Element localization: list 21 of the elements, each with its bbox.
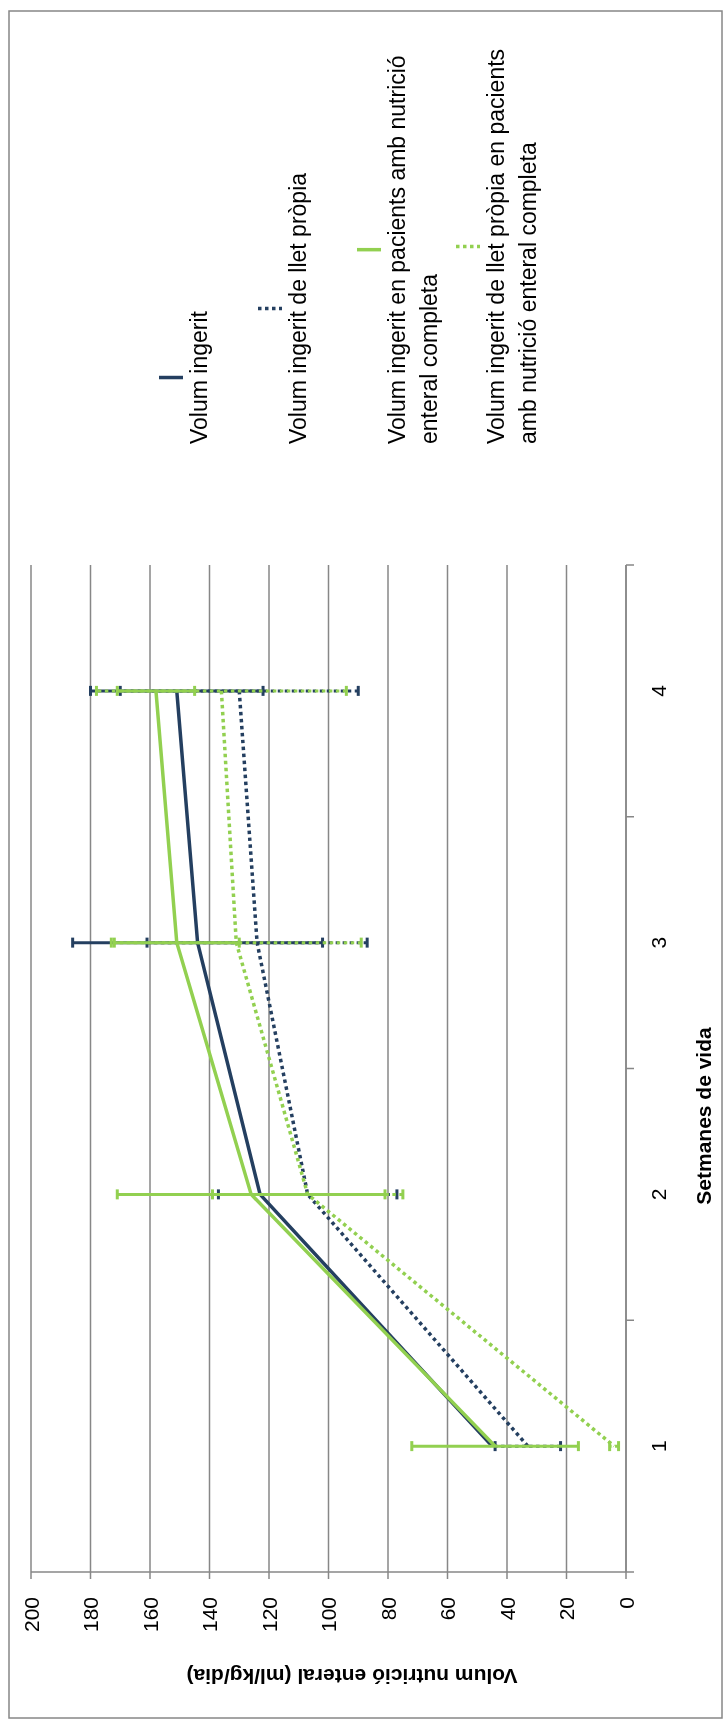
legend-label: Volum ingerit de llet pròpia (285, 172, 311, 444)
x-tick-label: 180 (79, 1597, 102, 1633)
x-tick-label: 100 (317, 1597, 340, 1633)
legend-label: Volum ingerit de llet pròpia en pacients amb nutrició enteral completa (483, 48, 541, 444)
x-tick-label: 140 (198, 1597, 221, 1633)
legend-label: Volum ingerit (186, 310, 212, 444)
legend-label: Volum ingerit en pacients amb nutrició enteral completa (384, 55, 442, 444)
x-tick-label: 20 (555, 1597, 578, 1621)
x-tick-label: 40 (495, 1597, 519, 1621)
x-tick-label: 80 (376, 1597, 400, 1621)
x-axis-title: Volum nutrició enteral (ml/kg/dia) (186, 1664, 518, 1688)
y-tick-label: 3 (646, 936, 670, 949)
x-tick-label: 160 (138, 1597, 162, 1633)
y-tick-label: 4 (646, 684, 670, 697)
y-axis-title: Setmanes de vida (691, 1026, 715, 1205)
y-tick-label: 2 (646, 1188, 670, 1201)
y-tick-label: 1 (646, 1440, 670, 1452)
x-tick-label: 0 (614, 1597, 638, 1609)
x-tick-label: 120 (257, 1597, 281, 1633)
x-tick-label: 60 (436, 1597, 459, 1621)
x-tick-label: 200 (19, 1597, 43, 1633)
